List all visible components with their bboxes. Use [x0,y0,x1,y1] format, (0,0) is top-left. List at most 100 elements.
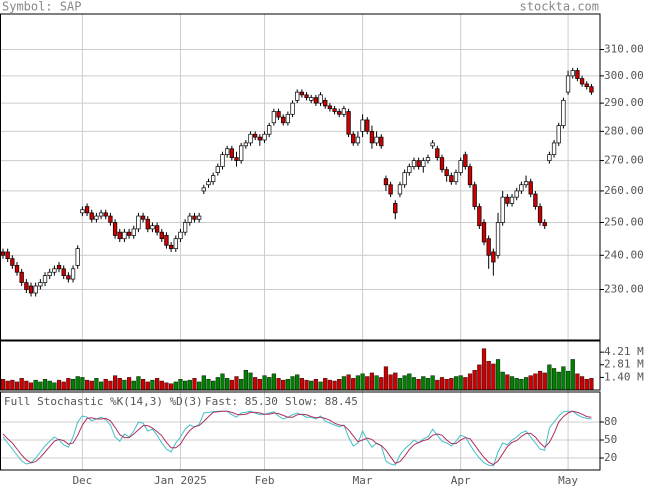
volume-bar [267,377,272,391]
volume-bar [533,373,538,391]
candle-body [122,231,127,240]
volume-bar [304,379,309,391]
volume-bar [117,378,122,391]
candle-body [332,108,337,112]
x-tick-label: Mar [353,474,373,486]
volume-bar [33,379,38,391]
candle-body [430,142,435,147]
candle-body [374,136,379,144]
candle-body [276,111,281,118]
candle-body [61,268,66,276]
volume-bar [285,379,290,391]
volume-bar [472,370,477,391]
panel-frame [0,340,601,391]
candle-body [467,166,473,186]
volume-bar [365,376,370,391]
candle-body [397,184,403,195]
volume-bar [225,378,230,391]
volume-bar [411,377,417,391]
candle-body [145,218,150,230]
legend-entry: Fast: 85.30 [205,395,278,408]
volume-bar [108,380,113,391]
candle-body [453,172,459,183]
candle-body [383,178,389,186]
candle-body [341,108,347,115]
candle-body [225,148,230,156]
candle-body [28,285,34,294]
candle-body [243,142,248,147]
volume-bar [24,380,29,391]
candle-body [519,184,524,192]
volume-bar [458,375,463,391]
candle-body [481,222,487,243]
candle-body [47,271,52,276]
volume-bar [5,380,10,391]
volume-bar [402,375,407,391]
y-tick-label: 280.00 [604,124,644,137]
candle-body [253,133,258,138]
candle-body [421,160,426,167]
candle-body [136,215,141,230]
volume-bar [519,379,524,391]
y-tick-label: 20 [604,451,617,464]
volume-bar [579,376,585,391]
volume-bar [435,379,440,391]
candle-body [463,154,468,167]
candle-body [547,154,552,161]
candle-body [486,238,491,256]
volume-bar [407,373,412,391]
volume-bar [42,379,48,391]
volume-bar [337,379,342,391]
volume-bar [589,378,594,391]
candle-body [542,222,547,227]
volume-bar [523,377,529,391]
volume-bar [164,382,169,391]
candle-body [449,175,454,183]
indicator-title: Full Stochastic %K(14,3) %D(3) [4,395,203,408]
candle-body [24,282,29,290]
candle-body [570,70,575,77]
candle-body [112,222,118,236]
volume-bar [271,373,276,391]
candle-body [89,212,94,220]
candle-body [66,275,71,280]
candle-body [313,97,319,104]
volume-bar [509,376,515,391]
candle-body [523,181,529,186]
volume-bar [299,378,304,391]
volume-bar [38,381,43,391]
y-tick-label: 2.81 M [604,358,644,371]
y-tick-label: 240.00 [604,248,644,261]
candle-body [551,142,557,156]
volume-bar [318,381,323,391]
candle-body [271,111,277,124]
candle-body [14,265,20,273]
candle-body [439,157,445,170]
volume-bar [383,366,389,391]
volume-bar [416,379,421,391]
volume-bar [449,378,454,391]
volume-bar [477,364,482,391]
candle-body [355,136,361,144]
candle-body [56,265,62,270]
volume-bar [556,371,561,391]
candle-body [117,231,122,240]
volume-bar [374,375,379,391]
volume-bar [136,376,141,391]
candle-body [309,97,314,101]
volume-bar [145,381,150,391]
volume-bar [537,370,543,391]
legend-entry: Slow: 88.45 [285,395,358,408]
volume-bar [514,378,519,391]
candle-body [187,215,192,223]
candle-body [42,275,48,283]
volume-bar [421,376,426,391]
volume-bar [425,378,431,391]
candle-body [182,222,188,233]
x-tick-label: May [558,474,578,486]
source: stockta.com [520,0,599,14]
volume-bar [430,375,435,391]
candle-body [84,206,90,214]
volume-bar [28,382,34,391]
